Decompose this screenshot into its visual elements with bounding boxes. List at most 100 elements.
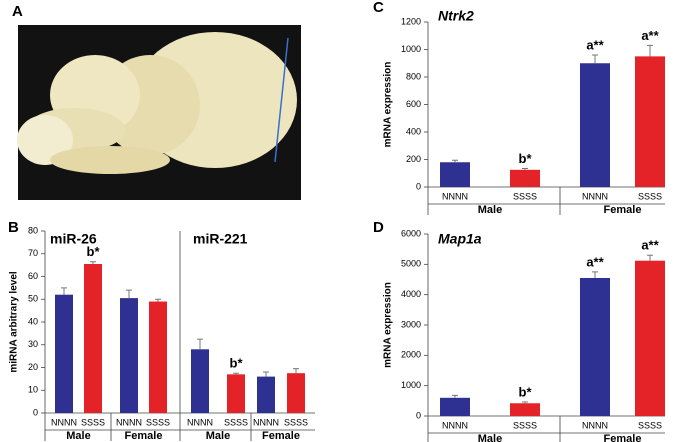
group-label: Male [478, 204, 502, 216]
error-bar [647, 254, 653, 261]
x-tick-label: NNNN [442, 420, 468, 430]
y-tick-label: 5000 [401, 259, 421, 269]
error-bar [522, 167, 528, 170]
y-tick-label: 1200 [401, 16, 421, 26]
error-bar [452, 394, 458, 398]
y-tick-label: 400 [406, 126, 421, 136]
bar [635, 56, 665, 187]
error-bar [155, 298, 161, 302]
error-bar [197, 338, 203, 350]
panel-label: B [8, 219, 19, 236]
chart-title: miR-221 [193, 231, 248, 247]
annotation: b* [519, 151, 533, 166]
x-tick-label: SSSS [224, 417, 248, 427]
y-tick-label: 50 [28, 294, 38, 304]
x-tick-label: NNNN [582, 191, 608, 201]
error-bar [263, 371, 269, 377]
bar [55, 294, 73, 413]
group-label: Female [604, 433, 642, 442]
y-tick-label: 800 [406, 71, 421, 81]
y-tick-label: 600 [406, 99, 421, 109]
x-tick-label: SSSS [513, 420, 537, 430]
error-bar [126, 289, 132, 299]
y-tick-label: 80 [28, 225, 38, 235]
bar [84, 263, 102, 413]
x-tick-label: NNNN [582, 420, 608, 430]
y-tick-label: 1000 [401, 380, 421, 390]
error-bar [61, 287, 67, 295]
bar [257, 376, 275, 413]
bar [510, 169, 540, 187]
x-tick-label: SSSS [638, 420, 662, 430]
bar [191, 349, 209, 413]
panel-label: C [373, 0, 384, 16]
error-bar [592, 54, 598, 64]
y-tick-label: 60 [28, 271, 38, 281]
error-bar [592, 271, 598, 278]
bar [120, 298, 138, 413]
error-bar [647, 44, 653, 57]
panel-label: A [12, 3, 23, 20]
bar [635, 260, 665, 416]
x-tick-label: NNNN [253, 417, 279, 427]
y-tick-label: 3000 [401, 319, 421, 329]
error-bar [233, 372, 239, 375]
group-label: Female [262, 430, 300, 442]
group-label: Female [604, 204, 642, 216]
group-label: Male [66, 430, 90, 442]
annotation: a** [641, 238, 659, 253]
y-tick-label: 2000 [401, 350, 421, 360]
error-bar [90, 261, 96, 264]
chart-title: Ntrk2 [438, 8, 474, 24]
group-label: Male [206, 430, 230, 442]
bar [580, 63, 610, 187]
y-axis-label: mRNA expression [383, 62, 394, 148]
bar [580, 277, 610, 416]
x-tick-label: NNNN [116, 417, 142, 427]
annotation: a** [586, 254, 604, 269]
bar [149, 301, 167, 413]
y-tick-label: 0 [416, 181, 421, 191]
y-tick-label: 4000 [401, 289, 421, 299]
group-label: Male [478, 433, 502, 442]
bar [287, 373, 305, 413]
chart-title: miR-26 [50, 231, 97, 247]
annotation: b* [519, 384, 533, 399]
y-tick-label: 1000 [401, 44, 421, 54]
y-axis-label: mRNA expression [383, 282, 394, 368]
x-tick-label: SSSS [284, 417, 308, 427]
y-tick-label: 10 [28, 385, 38, 395]
error-bar [452, 159, 458, 163]
x-tick-label: SSSS [513, 191, 537, 201]
x-tick-label: SSSS [81, 417, 105, 427]
panel-label: D [373, 219, 384, 236]
y-tick-label: 20 [28, 362, 38, 372]
x-tick-label: SSSS [146, 417, 170, 427]
x-tick-label: NNNN [187, 417, 213, 427]
brain-photo [17, 25, 301, 200]
group-label: Female [125, 430, 163, 442]
y-tick-label: 0 [33, 407, 38, 417]
bar [510, 403, 540, 416]
y-axis-label: miRNA arbitrary level [9, 271, 20, 373]
annotation: b* [87, 244, 101, 259]
error-bar [522, 401, 528, 404]
y-tick-label: 30 [28, 339, 38, 349]
bar [440, 397, 470, 416]
annotation: a** [586, 37, 604, 52]
annotation: a** [641, 28, 659, 43]
y-tick-label: 200 [406, 154, 421, 164]
x-tick-label: NNNN [442, 191, 468, 201]
annotation: b* [230, 356, 244, 371]
y-tick-label: 70 [28, 248, 38, 258]
y-tick-label: 40 [28, 316, 38, 326]
bar [440, 162, 470, 187]
chart-title: Map1a [438, 231, 482, 247]
y-tick-label: 6000 [401, 228, 421, 238]
bar [227, 374, 245, 413]
x-tick-label: NNNN [51, 417, 77, 427]
error-bar [293, 368, 299, 374]
x-tick-label: SSSS [638, 191, 662, 201]
y-tick-label: 0 [416, 410, 421, 420]
